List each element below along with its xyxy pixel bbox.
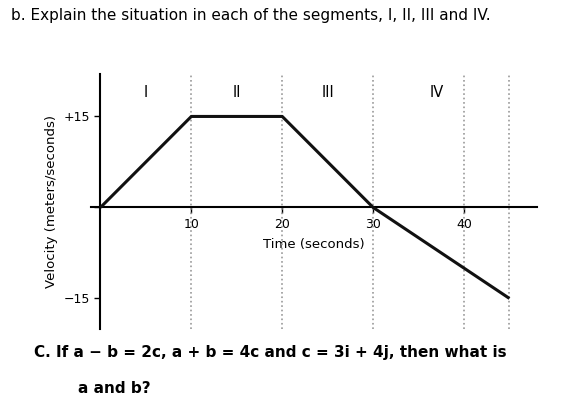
Text: I: I <box>144 85 148 100</box>
Text: C. If a − b = 2c, a + b = 4c and c = 3i + 4j, then what is: C. If a − b = 2c, a + b = 4c and c = 3i … <box>34 345 506 360</box>
Text: IV: IV <box>429 85 444 100</box>
Text: II: II <box>232 85 241 100</box>
X-axis label: Time (seconds): Time (seconds) <box>263 238 365 251</box>
Text: b. Explain the situation in each of the segments, I, II, III and IV.: b. Explain the situation in each of the … <box>11 8 491 23</box>
Text: a and b?: a and b? <box>78 381 151 396</box>
Text: III: III <box>321 85 334 100</box>
Y-axis label: Velocity (meters/seconds): Velocity (meters/seconds) <box>45 115 58 288</box>
